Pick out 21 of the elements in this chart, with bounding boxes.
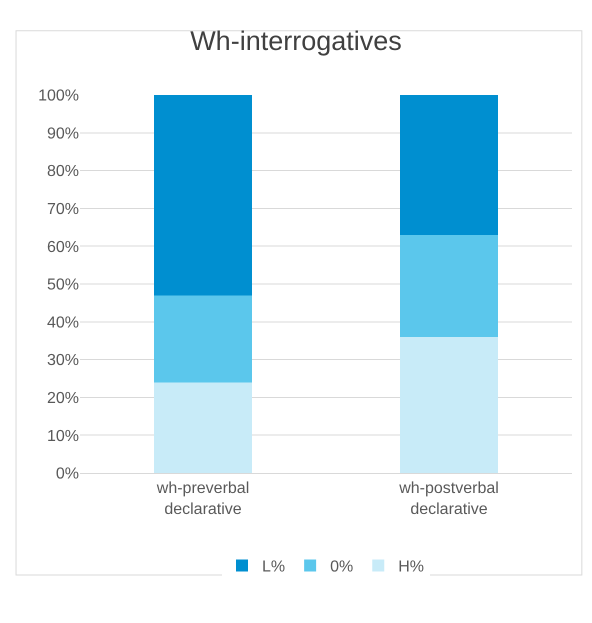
chart-title: Wh-interrogatives <box>190 26 402 56</box>
y-tick-label: 30% <box>46 352 79 370</box>
y-tick-label: 80% <box>46 163 79 180</box>
y-tick-label: 50% <box>46 276 79 294</box>
bar <box>154 95 252 296</box>
y-tick-label: 40% <box>46 314 79 332</box>
y-tick-label: 100% <box>38 88 79 105</box>
x-tick-label: wh-preverbal declarative <box>156 480 250 518</box>
x-tick-label: wh-postverbal declarative <box>398 480 499 518</box>
legend-label: 0% <box>330 558 354 576</box>
bar <box>400 234 498 337</box>
bar <box>154 295 252 382</box>
y-tick-label: 90% <box>46 125 79 142</box>
bar <box>154 382 252 473</box>
bar <box>400 95 498 235</box>
y-tick-label: 20% <box>46 390 79 407</box>
y-tick-label: 70% <box>46 201 79 218</box>
y-tick-label: 0% <box>56 466 79 483</box>
y-tick-label: 60% <box>46 238 79 256</box>
bar <box>400 336 498 473</box>
y-tick-label: 10% <box>46 428 79 445</box>
